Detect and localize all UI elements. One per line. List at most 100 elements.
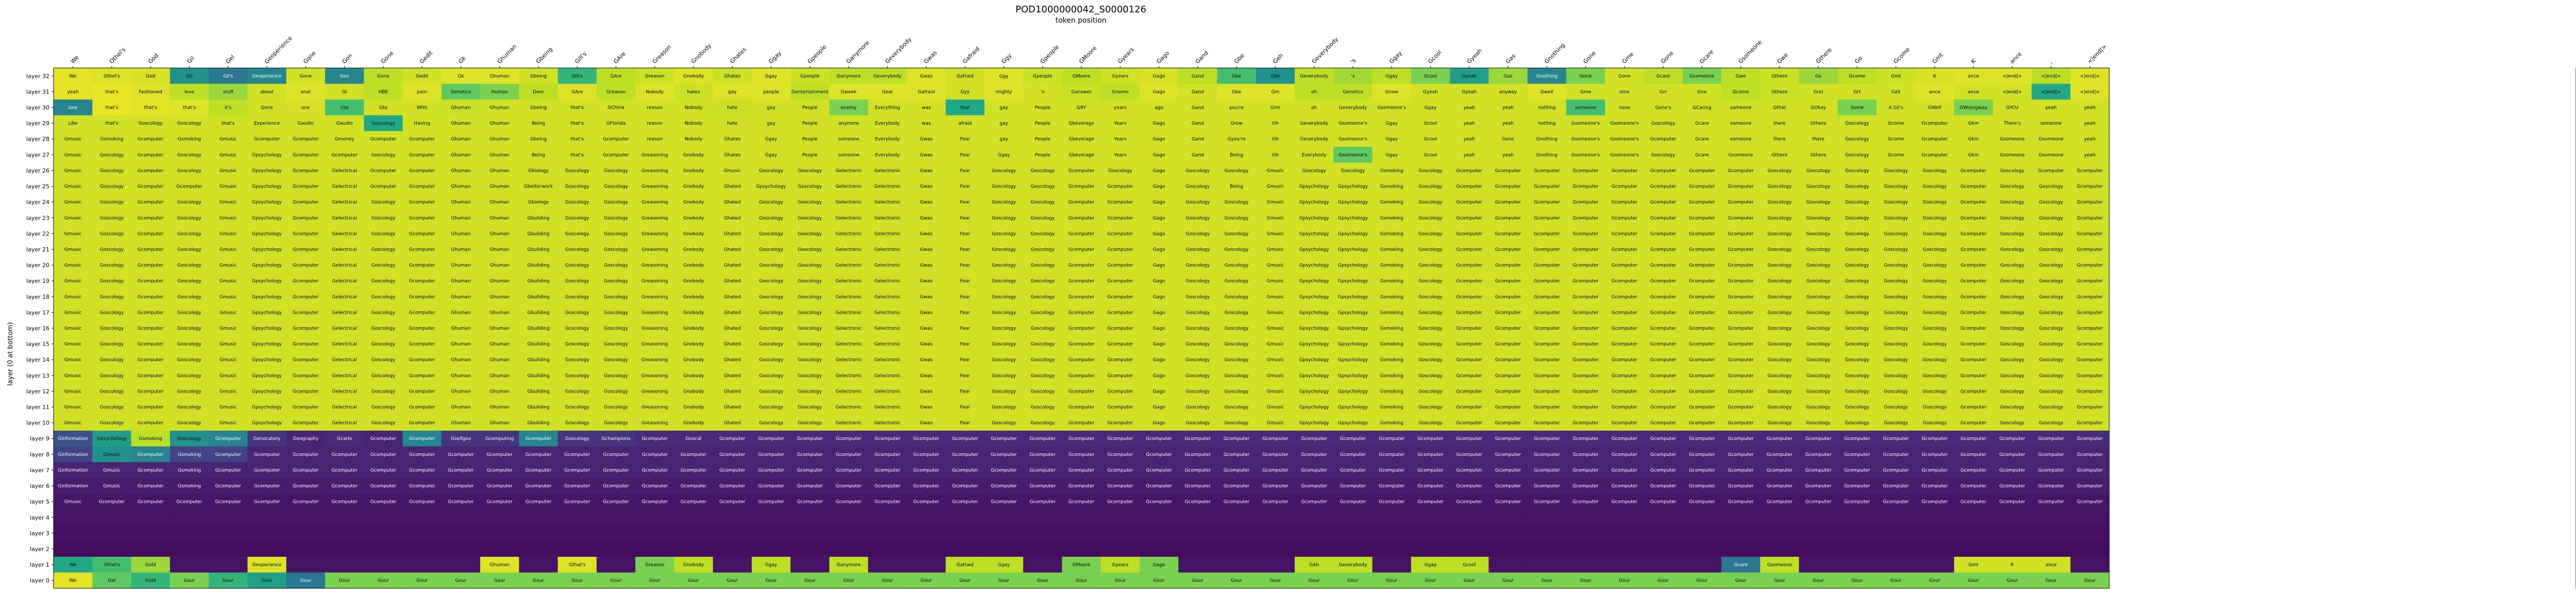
- heatmap-cell: [480, 131, 519, 147]
- heatmap-cell-label: Gcomputer: [1456, 326, 1483, 331]
- heatmap-cell: [54, 162, 93, 179]
- heatmap-cell-label: Gcomputer: [1572, 326, 1599, 331]
- heatmap-cell: [1217, 525, 1257, 541]
- heatmap-cell: [829, 115, 869, 131]
- heatmap-cell: [1488, 194, 1528, 210]
- heatmap-cell-label: Goscology: [1884, 326, 1908, 331]
- heatmap-cell-label: Gill's: [571, 74, 583, 79]
- heatmap-cell-label: Gcomputer: [642, 468, 668, 473]
- heatmap-cell-label: Gcomputer: [1612, 436, 1638, 441]
- heatmap-cell-label: Ghuman: [451, 137, 470, 142]
- heatmap-cell-label: Gcomputer: [1922, 452, 1948, 457]
- heatmap-cell-label: Gelectrical: [332, 421, 357, 426]
- heatmap-cell: [1993, 147, 2032, 163]
- heatmap-cell-label: Gelectronic: [874, 405, 901, 410]
- heatmap-cell-label: Gcomputer: [1728, 405, 1754, 410]
- heatmap-cell-label: Goscology: [1845, 310, 1869, 315]
- heatmap-cell-label: Gcomputer: [1612, 421, 1638, 426]
- heatmap-cell-label: Gcome: [1888, 152, 1904, 158]
- heatmap-cell-label: yeah: [67, 90, 79, 95]
- heatmap-cell-label: ome: [1619, 90, 1630, 95]
- heatmap-cell: [713, 226, 752, 242]
- heatmap-cell-label: Ghated: [724, 216, 741, 221]
- heatmap-cell-label: Goscology: [798, 216, 822, 221]
- heatmap-cell-label: Fear: [960, 263, 970, 268]
- heatmap-cell: [1954, 147, 1993, 163]
- heatmap-cell: [1527, 541, 1567, 557]
- heatmap-cell: [1295, 147, 1334, 163]
- heatmap-cell: [441, 525, 481, 541]
- heatmap-cell-label: Gcomputer: [1922, 152, 1948, 158]
- heatmap-cell-label: Goscology: [2039, 200, 2063, 205]
- heatmap-cell-label: there: [1773, 137, 1786, 142]
- heatmap-cell-label: mighty: [996, 90, 1012, 95]
- heatmap-cell-label: Gcomputer: [1960, 326, 1987, 331]
- heatmap-cell: [1799, 525, 1838, 541]
- heatmap-cell-label: Gcomputer: [448, 484, 474, 489]
- heatmap-cell-label: Goscology: [177, 168, 201, 174]
- heatmap-cell-label: Goscology: [371, 373, 396, 379]
- heatmap-cell: [1954, 68, 1993, 84]
- heatmap-cell: [1682, 210, 1722, 226]
- heatmap-cell: [1023, 541, 1062, 557]
- heatmap-cell-label: Fear: [960, 152, 970, 158]
- heatmap-cell-label: Greasoning: [641, 279, 668, 284]
- heatmap-cell: [945, 115, 985, 131]
- heatmap-cell-label: Gcomputer: [1262, 452, 1289, 457]
- heatmap-cell: [1256, 68, 1295, 84]
- heatmap-cell-label: Gnobody: [683, 310, 704, 315]
- heatmap-cell-label: Fear: [960, 184, 970, 190]
- heatmap-cell-label: Ghated: [724, 184, 741, 190]
- heatmap-cell: [1838, 556, 1877, 573]
- heatmap-cell: [209, 556, 248, 573]
- heatmap-cell: [1799, 509, 1838, 525]
- heatmap-cell: [868, 509, 907, 525]
- heatmap-cell-label: Goscology: [100, 421, 124, 426]
- heatmap-cell-label: Gcomputer: [1572, 295, 1599, 300]
- heatmap-cell-label: Goscology: [1225, 342, 1249, 347]
- heatmap-cell-label: Gcomputer: [1572, 310, 1599, 315]
- heatmap-cell-label: there: [1812, 137, 1824, 142]
- heatmap-cell-label: GMoore: [1073, 74, 1091, 79]
- heatmap-cell: [1023, 115, 1062, 131]
- heatmap-cell: [325, 115, 364, 131]
- heatmap-cell-label: Fear: [960, 247, 970, 252]
- heatmap-cell-label: Gcomputer: [1960, 231, 1987, 236]
- heatmap-cell: [1760, 525, 1800, 541]
- heatmap-cell-label: Goscology: [177, 200, 201, 205]
- heatmap-cell-label: Goscology: [1302, 168, 1326, 174]
- heatmap-cell-label: Gpsychology: [1299, 247, 1330, 252]
- heatmap-cell: [635, 147, 674, 163]
- heatmap-cell-label: Gour: [882, 579, 893, 584]
- heatmap-cell-label: Gee: [69, 106, 78, 111]
- heatmap-cell: [170, 99, 209, 116]
- heatmap-cell: [829, 509, 869, 525]
- heatmap-cell-label: Greasoning: [641, 231, 668, 236]
- heatmap-cell: [170, 525, 209, 541]
- x-tick-label: Gmt: [1931, 52, 1944, 65]
- heatmap-cell-label: Goscology: [1030, 247, 1055, 252]
- heatmap-cell-label: Gpsychology: [1299, 358, 1330, 363]
- heatmap-cell: [1721, 115, 1760, 131]
- heatmap-cell-label: GYCU: [2006, 106, 2019, 111]
- heatmap-cell: [1100, 99, 1140, 116]
- heatmap-cell: [1566, 525, 1605, 541]
- heatmap-cell: [170, 556, 209, 573]
- heatmap-cell-label: Gcomputer: [2038, 436, 2064, 441]
- heatmap-cell-label: Gcomputer: [1495, 452, 1521, 457]
- heatmap-cell-label: Gcomputer: [1572, 436, 1599, 441]
- heatmap-cell: [1333, 68, 1373, 84]
- heatmap-cell-label: Gcomputer: [1534, 200, 1560, 205]
- heatmap-cell-label: Gcomputer: [1883, 484, 1909, 489]
- heatmap-cell-label: Goscology: [992, 231, 1016, 236]
- heatmap-cell-label: <|end|>: [2080, 74, 2099, 79]
- heatmap-cell: [790, 226, 830, 242]
- heatmap-cell: [1993, 178, 2032, 195]
- heatmap-cell-label: Gour: [1502, 579, 1514, 584]
- heatmap-cell: [557, 83, 597, 100]
- heatmap-cell: [1372, 131, 1412, 147]
- heatmap-cell-label: Gcomputer: [1999, 436, 2026, 441]
- heatmap-cell-label: Gbuilding: [528, 279, 550, 284]
- heatmap-cell-label: Oh: [1272, 121, 1279, 126]
- x-tick-label: 's: [1349, 57, 1358, 65]
